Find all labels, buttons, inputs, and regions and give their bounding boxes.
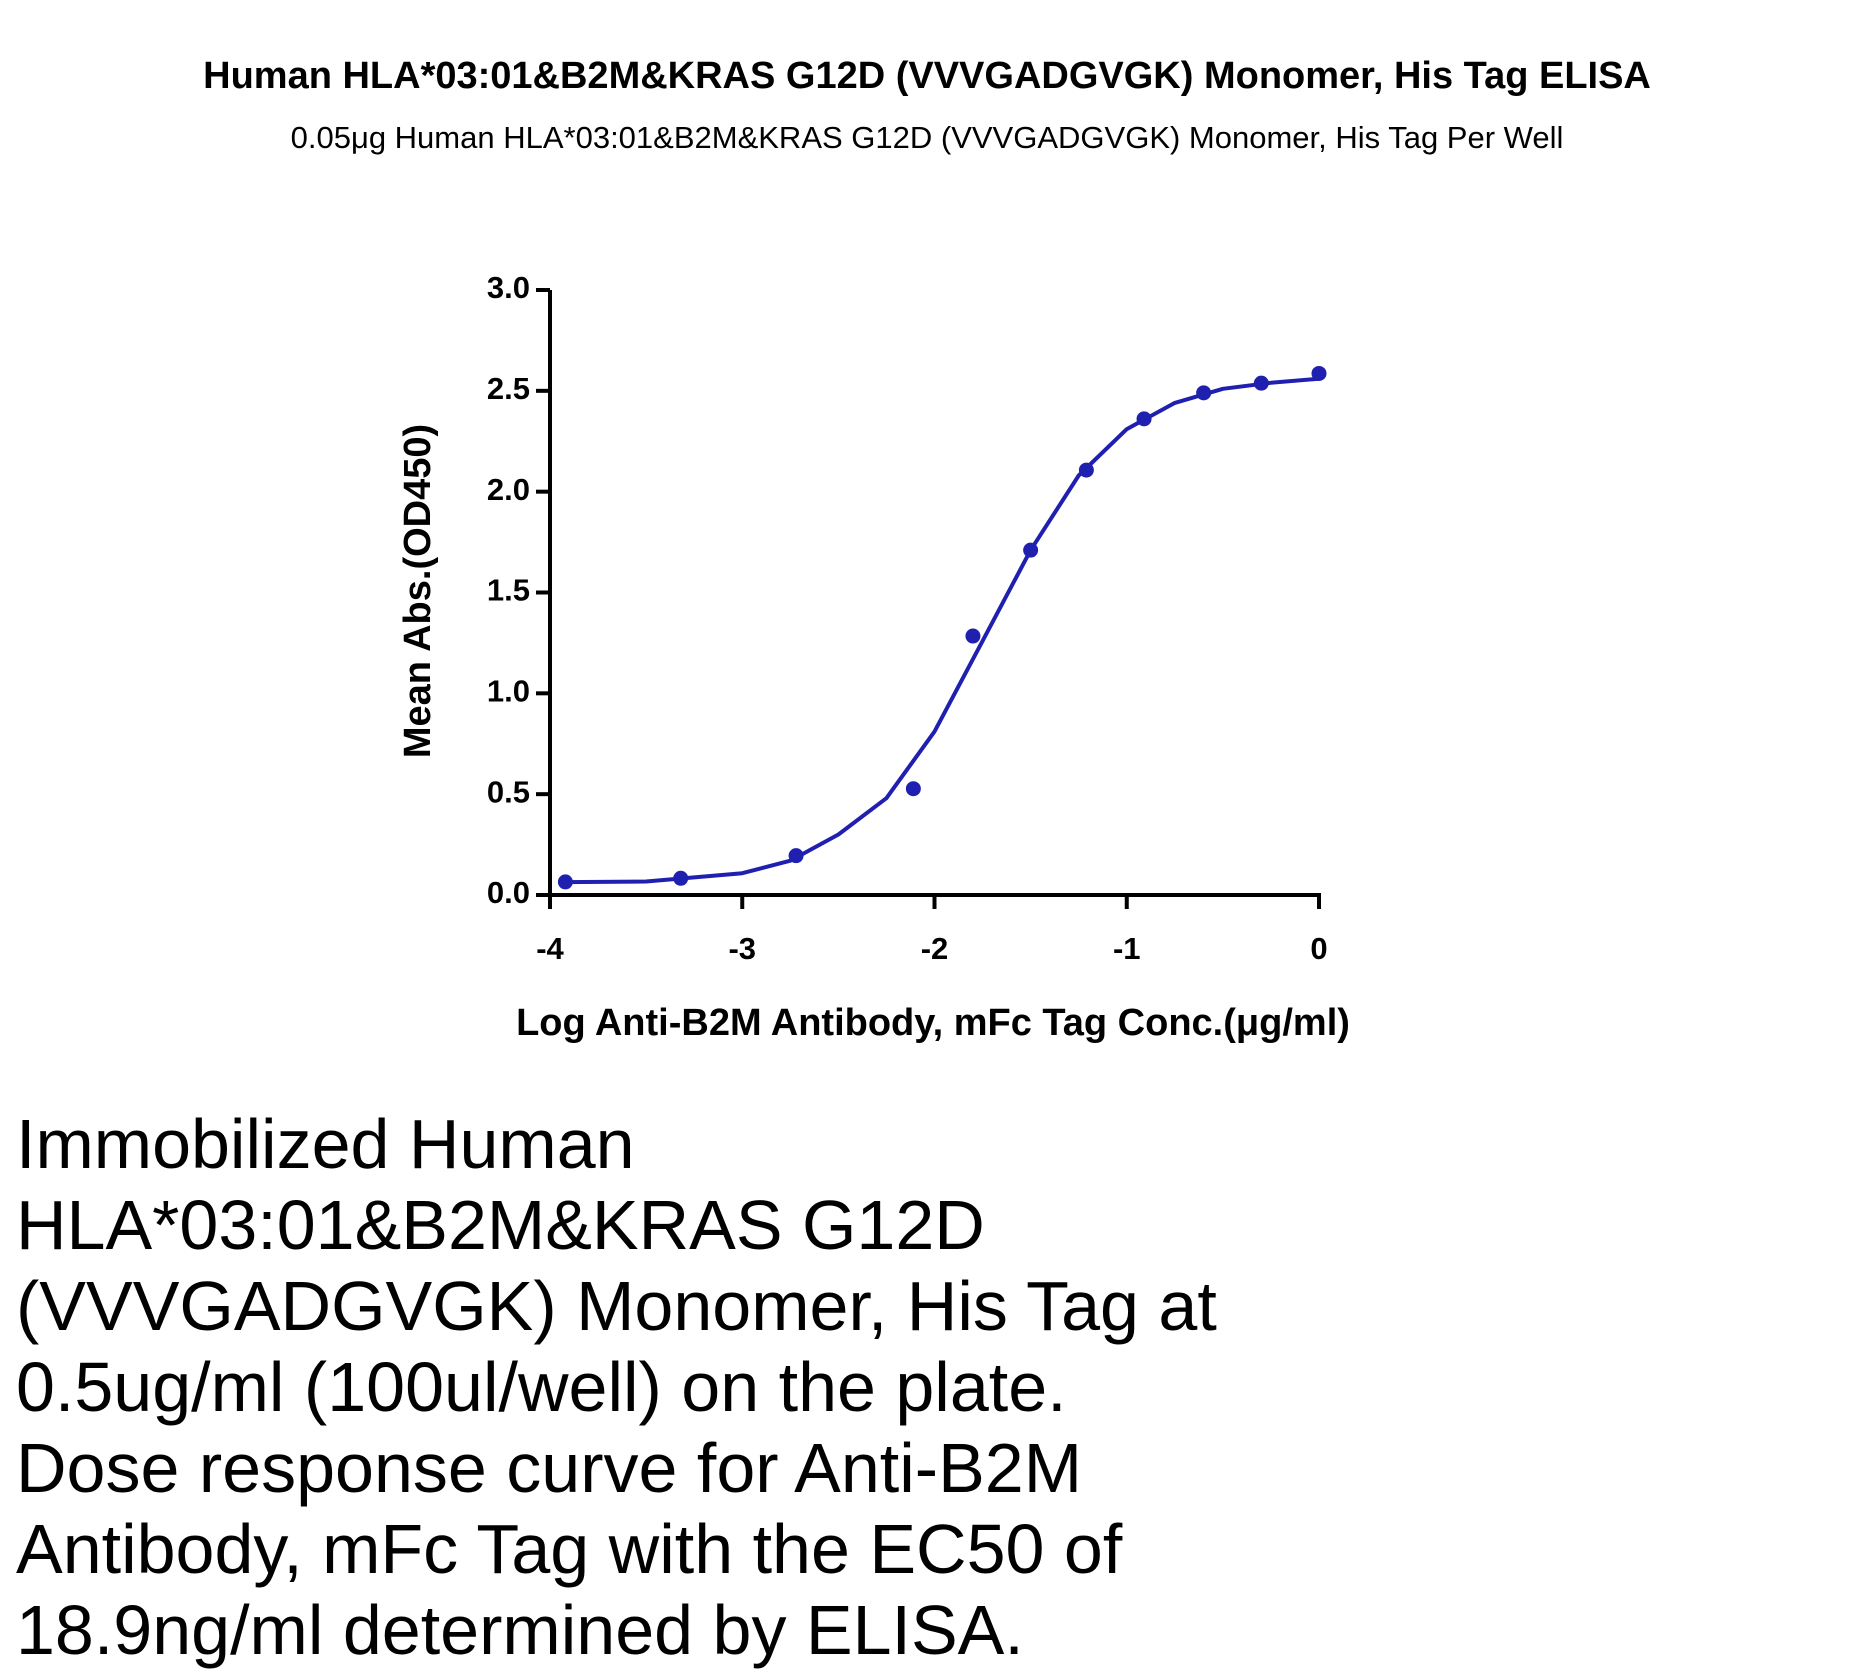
note-line: HLA*03:01&B2M&KRAS G12D — [16, 1186, 985, 1264]
note-line: Antibody, mFc Tag with the EC50 of — [16, 1510, 1123, 1588]
x-tick-label: -4 — [536, 931, 564, 966]
note-line: Dose response curve for Anti-B2M — [16, 1429, 1082, 1507]
chart-title: Human HLA*03:01&B2M&KRAS G12D (VVVGADGVG… — [203, 55, 1651, 97]
data-point — [1078, 462, 1094, 478]
note-line: 18.9ng/ml determined by ELISA. — [16, 1591, 1024, 1669]
data-point — [1253, 375, 1269, 391]
x-tick-label: -1 — [1113, 931, 1141, 966]
y-tick-label: 0.0 — [487, 875, 530, 910]
x-axis-label: Log Anti-B2M Antibody, mFc Tag Conc.(μg/… — [516, 1002, 1350, 1044]
data-point — [557, 874, 573, 890]
data-point — [1023, 542, 1039, 558]
note-line: Immobilized Human — [16, 1105, 635, 1183]
note-line: 0.5ug/ml (100ul/well) on the plate. — [16, 1348, 1067, 1426]
data-point — [788, 848, 804, 864]
y-axis-label: Mean Abs.(OD450) — [397, 424, 439, 758]
y-tick-label: 0.5 — [487, 774, 530, 809]
y-tick-label: 1.5 — [487, 573, 530, 608]
y-tick-label: 2.0 — [487, 472, 530, 507]
fit-curve — [565, 376, 1320, 885]
note-line: (VVVGADGVGK) Monomer, His Tag at — [16, 1267, 1217, 1345]
y-tick-label: 1.0 — [487, 674, 530, 709]
x-tick-label: -3 — [728, 931, 756, 966]
data-point — [1311, 365, 1327, 381]
data-point — [965, 628, 981, 644]
data-point — [1196, 385, 1212, 401]
x-tick-label: 0 — [1310, 931, 1327, 966]
data-point — [1136, 411, 1152, 427]
x-tick-label: -2 — [921, 931, 949, 966]
y-tick-label: 3.0 — [487, 270, 530, 305]
data-point — [673, 870, 689, 886]
data-point — [905, 781, 921, 797]
chart-subtitle: 0.05μg Human HLA*03:01&B2M&KRAS G12D (VV… — [291, 120, 1564, 155]
y-tick-label: 2.5 — [487, 371, 530, 406]
